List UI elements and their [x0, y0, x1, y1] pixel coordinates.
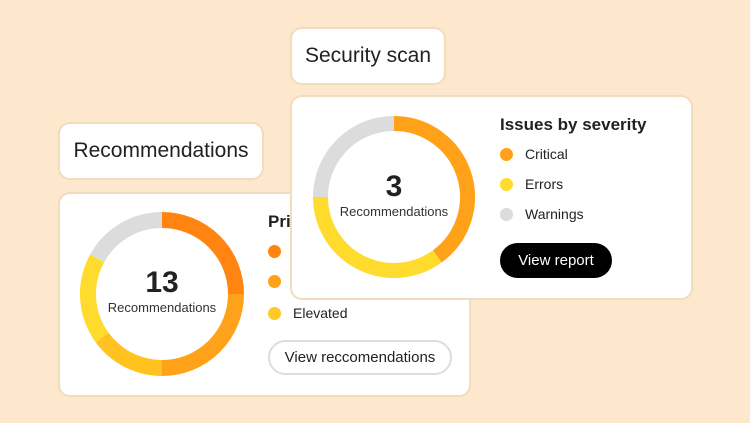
recommendations-label: Recommendations	[58, 122, 264, 180]
legend-dot	[500, 177, 513, 191]
legend-dot	[268, 306, 281, 320]
security-center: 3 Recommendations	[324, 170, 464, 219]
legend-item-warnings: Warnings	[500, 206, 584, 222]
legend-title: Pri	[268, 212, 291, 231]
recommendations-center: 13 Recommendations	[92, 266, 232, 315]
donut-segment	[161, 293, 244, 376]
legend-dot	[500, 147, 513, 161]
legend-item	[268, 275, 293, 288]
security-scan-label: Security scan	[290, 27, 446, 85]
donut-segment	[313, 116, 395, 198]
security-donut	[313, 116, 475, 278]
legend-item: Elevated	[268, 305, 347, 321]
donut-segment	[393, 116, 475, 263]
legend-label: Elevated	[293, 305, 348, 321]
view-report-button[interactable]: View report	[500, 243, 612, 278]
recommendations-count: 13	[145, 266, 179, 299]
donut-segment	[313, 196, 442, 278]
legend-label: Errors	[525, 176, 564, 192]
recommendations-count-label: Recommendations	[107, 300, 217, 315]
security-count: 3	[385, 170, 403, 203]
recommendations-donut	[80, 212, 244, 376]
legend-label: Warnings	[525, 206, 584, 222]
donut-segment	[95, 332, 163, 376]
legend-dot	[268, 245, 281, 258]
legend-dot	[268, 275, 281, 288]
legend-label: Critical	[525, 146, 568, 162]
donut-segment	[80, 254, 109, 343]
donut-segment	[161, 212, 244, 295]
view-recommendations-button[interactable]: View reccomendations	[268, 340, 452, 375]
donut-segment	[90, 212, 163, 263]
security-count-label: Recommendations	[339, 204, 449, 219]
legend-item-errors: Errors	[500, 176, 563, 192]
legend-item	[268, 245, 293, 258]
legend-item-critical: Critical	[500, 146, 568, 162]
legend-dot	[500, 207, 513, 221]
legend-title: Issues by severity	[500, 115, 647, 134]
